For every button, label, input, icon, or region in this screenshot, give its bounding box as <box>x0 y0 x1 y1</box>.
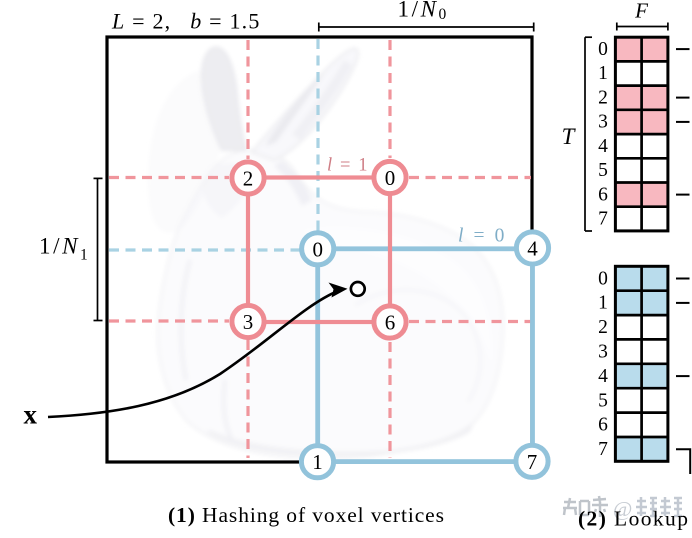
svg-text:1: 1 <box>598 293 608 314</box>
svg-text:2: 2 <box>598 317 608 338</box>
svg-text:x: x <box>24 399 38 429</box>
svg-text:6: 6 <box>598 184 608 205</box>
svg-text:5: 5 <box>598 160 608 181</box>
svg-text:2: 2 <box>598 87 608 108</box>
svg-text:3: 3 <box>598 112 608 133</box>
svg-text:5: 5 <box>598 390 608 411</box>
svg-text:1: 1 <box>312 450 323 474</box>
svg-text:4: 4 <box>527 237 538 261</box>
svg-text:3: 3 <box>598 342 608 363</box>
svg-text:F: F <box>634 0 648 23</box>
svg-text:2: 2 <box>243 167 254 191</box>
svg-text:4: 4 <box>598 366 608 387</box>
svg-text:1/N0: 1/N0 <box>398 0 449 23</box>
svg-text:4: 4 <box>598 136 608 157</box>
svg-text:1: 1 <box>598 63 608 84</box>
svg-text:@: @ <box>613 497 632 521</box>
svg-text:(2) Lookup: (2) Lookup <box>578 507 689 531</box>
svg-text:7: 7 <box>527 450 538 474</box>
svg-text:T: T <box>562 124 577 149</box>
svg-text:6: 6 <box>598 415 608 436</box>
svg-text:0: 0 <box>312 237 323 261</box>
svg-text:l = 0: l = 0 <box>458 226 507 247</box>
svg-text:0: 0 <box>598 268 608 289</box>
svg-text:7: 7 <box>598 439 608 460</box>
svg-text:3: 3 <box>243 310 254 334</box>
svg-text:1/N1: 1/N1 <box>39 234 90 264</box>
svg-text:L = 2, b = 1.5: L = 2, b = 1.5 <box>111 9 261 34</box>
svg-text:0: 0 <box>385 166 396 190</box>
svg-text:7: 7 <box>598 209 608 230</box>
svg-text:0: 0 <box>598 39 608 60</box>
svg-text:6: 6 <box>385 311 396 335</box>
svg-text:l = 1: l = 1 <box>327 156 369 176</box>
svg-text:(1) Hashing of voxel vertices: (1) Hashing of voxel vertices <box>168 503 445 527</box>
